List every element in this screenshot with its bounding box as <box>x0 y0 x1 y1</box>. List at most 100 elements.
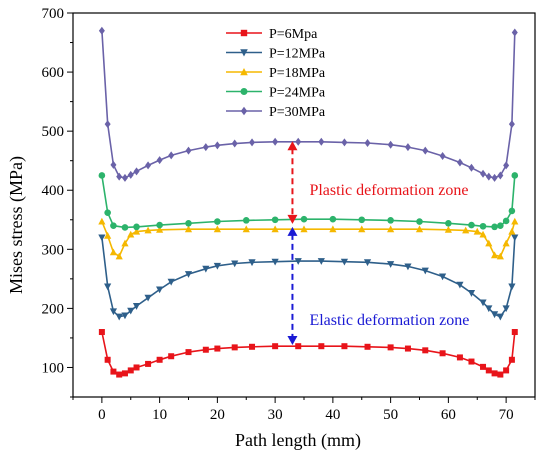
data-point <box>127 307 135 315</box>
data-point <box>156 286 164 294</box>
data-point <box>144 226 152 234</box>
data-point <box>404 263 412 271</box>
series-2 <box>98 234 519 321</box>
annotation-1: Plastic deformation zone <box>287 141 469 224</box>
annotation-label: Plastic deformation zone <box>309 182 468 199</box>
data-point <box>127 367 134 374</box>
data-point <box>497 171 504 180</box>
x-tick-label: 70 <box>499 407 514 423</box>
data-point <box>115 252 123 260</box>
data-point <box>121 173 128 182</box>
data-point <box>508 120 515 129</box>
series-4 <box>98 172 519 231</box>
data-point <box>185 220 192 227</box>
axes: 0 10 20 30 40 50 60 70 100 200 300 400 500 600 700 <box>42 6 536 423</box>
data-point <box>511 234 519 242</box>
data-point <box>387 344 394 351</box>
data-point <box>213 262 221 270</box>
data-point <box>485 172 492 181</box>
data-point <box>503 161 510 170</box>
data-point <box>110 160 117 169</box>
data-point <box>456 354 463 361</box>
annotation-arrow-head-top <box>287 226 298 236</box>
legend-marker <box>240 68 248 76</box>
data-point <box>249 138 256 147</box>
legend-label: P=12MPa <box>269 47 326 62</box>
data-point <box>497 371 504 378</box>
data-point <box>168 151 175 160</box>
legend-label: P=24MPa <box>269 86 326 101</box>
data-point <box>491 173 498 182</box>
data-point <box>242 225 250 233</box>
data-point <box>329 225 337 233</box>
data-point <box>202 346 209 353</box>
data-point <box>133 364 140 371</box>
data-point <box>340 258 349 266</box>
data-point <box>213 225 221 233</box>
data-point <box>479 299 487 307</box>
legend-item-4: P=24MPa <box>226 86 326 101</box>
data-point <box>468 163 475 172</box>
data-point <box>271 258 279 266</box>
data-point <box>104 120 111 129</box>
data-point <box>156 226 164 233</box>
data-point <box>115 313 123 321</box>
data-point <box>439 350 446 357</box>
data-point <box>502 217 510 225</box>
legend-item-1: P=6Mpa <box>226 27 318 42</box>
data-point <box>121 224 129 231</box>
data-point <box>485 305 493 313</box>
y-axis-title: Mises stress (MPa) <box>6 156 27 294</box>
data-point <box>485 367 492 374</box>
data-point <box>364 343 371 350</box>
data-point <box>214 141 221 150</box>
data-point <box>462 226 470 234</box>
data-point <box>421 267 429 275</box>
data-point <box>468 358 475 365</box>
data-point <box>249 343 256 350</box>
data-point <box>358 216 366 224</box>
data-point <box>104 283 112 291</box>
data-point <box>456 281 464 289</box>
legend-marker <box>240 88 248 95</box>
data-point <box>490 311 499 319</box>
annotation-layer: Plastic deformation zone Elastic deformat… <box>287 141 469 346</box>
data-point <box>242 217 250 224</box>
x-tick-label: 50 <box>383 407 398 423</box>
y-tick-label: 100 <box>42 360 65 376</box>
y-tick-label: 700 <box>42 6 65 22</box>
data-point <box>116 371 123 378</box>
series-3 <box>98 217 519 260</box>
annotation-2: Elastic deformation zone <box>287 226 469 346</box>
legend-marker <box>240 29 248 37</box>
data-point <box>479 222 487 230</box>
data-point <box>497 222 504 229</box>
data-point <box>202 265 210 273</box>
data-point <box>272 137 279 146</box>
data-point <box>387 140 394 149</box>
data-point <box>214 218 221 225</box>
data-point <box>363 259 372 267</box>
data-point <box>145 360 152 367</box>
data-point <box>341 343 348 350</box>
data-point <box>295 137 302 146</box>
data-point <box>480 169 487 178</box>
y-tick-label: 500 <box>42 124 65 140</box>
data-point <box>98 329 105 336</box>
data-point <box>318 343 325 350</box>
legend-label: P=6Mpa <box>269 27 318 42</box>
series-line <box>101 221 516 258</box>
x-tick-label: 20 <box>210 407 225 423</box>
data-point <box>144 294 152 302</box>
data-point <box>496 313 504 321</box>
data-point <box>202 143 209 152</box>
data-point <box>109 308 118 316</box>
data-point <box>156 356 163 363</box>
data-point <box>503 367 510 374</box>
data-point <box>110 222 117 229</box>
data-point <box>329 215 337 223</box>
data-point <box>145 161 152 170</box>
data-point <box>480 363 487 370</box>
data-point <box>185 349 192 356</box>
